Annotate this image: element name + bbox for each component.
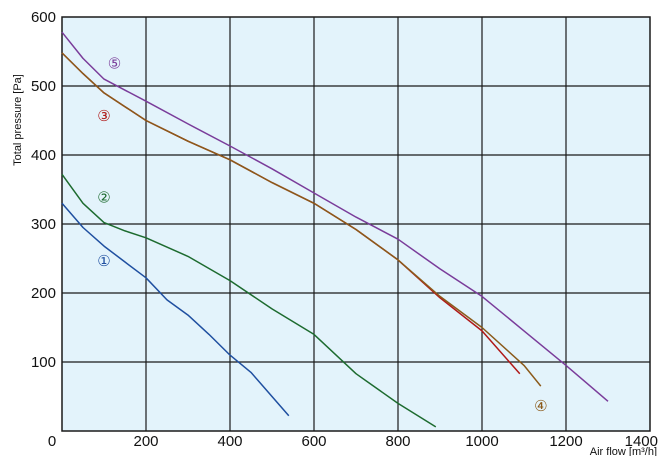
curve-label-4: ④ <box>534 397 547 415</box>
curve-labels: ① ② ③ ④ ⑤ <box>97 55 547 415</box>
x-tick-label-600: 600 <box>301 433 326 450</box>
series-line-5 <box>61 31 609 402</box>
x-axis-title: Air flow [m³/h] <box>590 446 657 456</box>
x-tick-label-0: 0 <box>48 433 56 450</box>
y-tick-label-400: 400 <box>31 147 56 164</box>
series-line-4 <box>61 52 542 387</box>
curve-label-5: ⑤ <box>108 55 121 73</box>
series-line-2 <box>61 173 437 428</box>
series-group <box>61 31 609 428</box>
curve-label-2: ② <box>97 188 110 206</box>
y-tick-label-600: 600 <box>31 9 56 26</box>
series-line-1 <box>61 202 290 417</box>
curve-label-1: ① <box>97 252 110 270</box>
y-tick-label-300: 300 <box>31 216 56 233</box>
y-axis-title: Total pressure [Pa] <box>12 74 24 166</box>
plot-frame <box>61 16 651 432</box>
y-tick-labels: 100 200 300 400 500 600 <box>31 9 56 371</box>
y-tick-label-100: 100 <box>31 354 56 371</box>
x-tick-label-800: 800 <box>385 433 410 450</box>
x-tick-label-200: 200 <box>133 433 158 450</box>
curve-label-3: ③ <box>97 107 110 125</box>
x-tick-label-400: 400 <box>217 433 242 450</box>
x-tick-label-1000: 1000 <box>465 433 498 450</box>
x-tick-labels: 0 200 400 600 800 1000 1200 1400 <box>48 433 658 450</box>
x-tick-label-1200: 1200 <box>549 433 582 450</box>
y-tick-label-200: 200 <box>31 285 56 302</box>
y-tick-label-500: 500 <box>31 78 56 95</box>
x-tick-label-1400: 1400 <box>625 433 658 450</box>
